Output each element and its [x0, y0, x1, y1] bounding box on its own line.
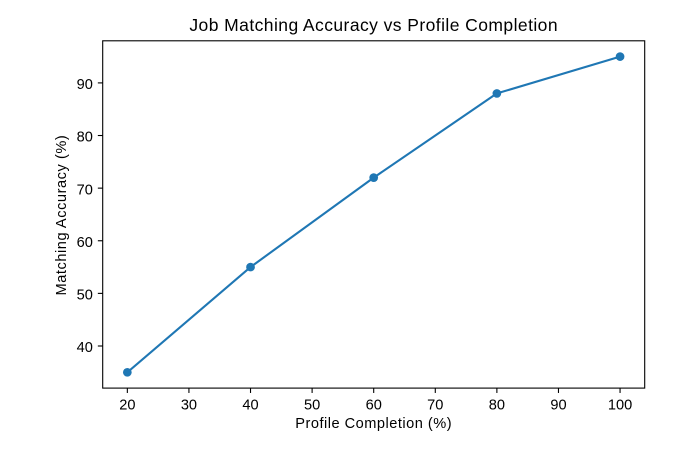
svg-text:60: 60 — [366, 398, 382, 414]
svg-text:Matching Accuracy (%): Matching Accuracy (%) — [54, 135, 70, 296]
svg-text:90: 90 — [77, 77, 93, 93]
svg-text:70: 70 — [77, 182, 93, 198]
svg-text:80: 80 — [77, 130, 93, 146]
svg-text:60: 60 — [77, 235, 93, 251]
svg-text:Job Matching Accuracy vs Profi: Job Matching Accuracy vs Profile Complet… — [189, 15, 558, 35]
svg-text:100: 100 — [608, 398, 632, 414]
svg-text:Profile Completion (%): Profile Completion (%) — [295, 416, 452, 432]
svg-text:90: 90 — [550, 398, 566, 414]
svg-text:50: 50 — [304, 398, 320, 414]
svg-text:50: 50 — [77, 288, 93, 304]
svg-text:30: 30 — [181, 398, 197, 414]
svg-text:80: 80 — [489, 398, 505, 414]
svg-text:40: 40 — [242, 398, 258, 414]
svg-text:40: 40 — [77, 340, 93, 356]
svg-text:20: 20 — [119, 398, 135, 414]
svg-text:70: 70 — [427, 398, 443, 414]
